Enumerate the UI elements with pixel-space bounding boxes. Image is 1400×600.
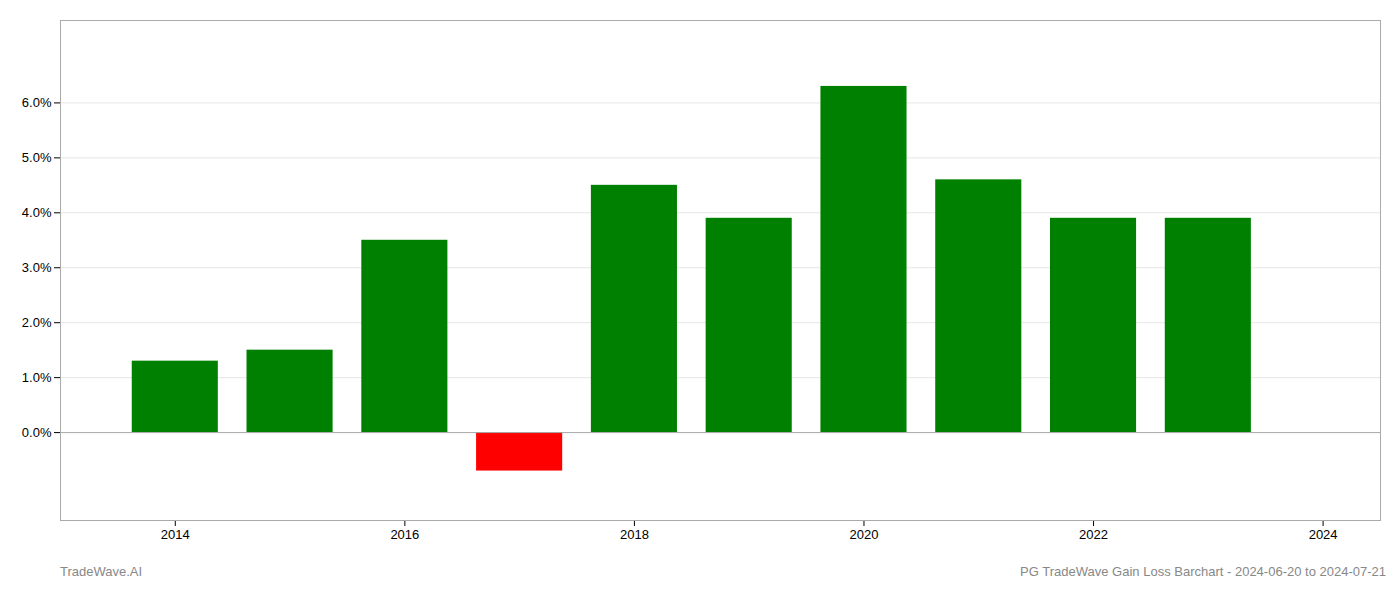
svg-text:2.0%: 2.0% [22,315,52,330]
svg-text:2020: 2020 [850,527,879,542]
html-text:PG TradeWave Gain Loss Barchar: PG TradeWave Gain Loss Barchart - 2024-0… [1020,564,1386,579]
svg-text:4.0%: 4.0% [22,205,52,220]
svg-text:2014: 2014 [161,527,190,542]
svg-text:2022: 2022 [1079,527,1108,542]
svg-text:5.0%: 5.0% [22,150,52,165]
svg-text:0.0%: 0.0% [22,425,52,440]
svg-text:1.0%: 1.0% [22,370,52,385]
svg-text:2024: 2024 [1309,527,1338,542]
html-text:TradeWave.AI: TradeWave.AI [60,564,143,579]
svg-text:3.0%: 3.0% [22,260,52,275]
svg-text:6.0%: 6.0% [22,95,52,110]
svg-text:2016: 2016 [390,527,419,542]
svg-text:2018: 2018 [620,527,649,542]
